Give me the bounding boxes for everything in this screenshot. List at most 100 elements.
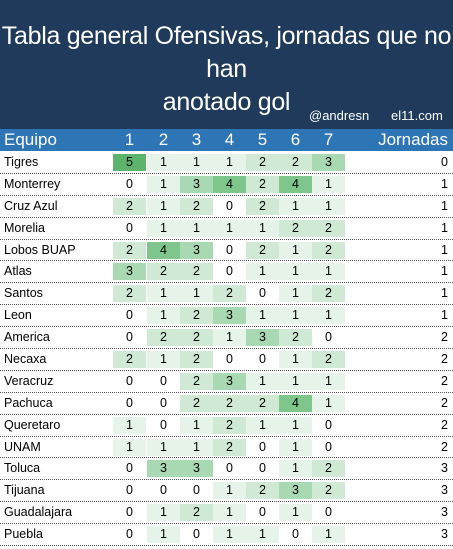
column-header-1: 1 — [124, 130, 135, 149]
goal-cell-matchday-3: 3 — [180, 175, 213, 193]
table-row: Lobos BUAP 2 4 3 0 2 1 2 1 — [0, 240, 453, 262]
jornadas-count: 2 — [441, 373, 448, 388]
table-row: Puebla 0 1 0 1 1 0 1 3 — [0, 524, 453, 547]
goal-cell-matchday-5: 1 — [246, 307, 279, 325]
goal-cell-matchday-4: 1 — [213, 329, 246, 347]
goal-cell-matchday-4: 0 — [213, 460, 246, 478]
standings-table-body: Tigres 5 1 1 1 2 2 3 0 Monterrey 0 1 3 4 2 4 1 1 Cruz Azul… — [0, 152, 453, 547]
column-header-4: 4 — [224, 130, 235, 149]
goal-cell-matchday-2: 1 — [147, 526, 180, 544]
team-name: Queretaro — [4, 417, 61, 432]
goal-cell-matchday-4: 0 — [213, 197, 246, 215]
goal-cell-matchday-7: 0 — [312, 416, 345, 434]
goal-cell-matchday-6: 1 — [279, 504, 312, 522]
goal-cell-matchday-6: 1 — [279, 197, 312, 215]
team-name: Toluca — [4, 461, 41, 476]
goal-cell-matchday-2: 1 — [147, 175, 180, 193]
team-name: Cruz Azul — [4, 198, 58, 213]
goal-cell-matchday-4: 3 — [213, 372, 246, 390]
table-row: Toluca 0 3 3 0 0 1 2 3 — [0, 458, 453, 481]
goal-cell-matchday-4: 0 — [213, 241, 246, 259]
goal-cell-matchday-3: 2 — [180, 372, 213, 390]
goal-cell-matchday-3: 0 — [180, 526, 213, 544]
goal-cell-matchday-5: 2 — [246, 482, 279, 500]
table-row: Guadalajara 0 1 2 1 0 1 0 3 — [0, 502, 453, 525]
goal-cell-matchday-5: 0 — [246, 351, 279, 369]
jornadas-count: 3 — [441, 527, 448, 542]
goal-cell-matchday-3: 2 — [180, 329, 213, 347]
goal-cell-matchday-2: 1 — [147, 504, 180, 522]
goal-cell-matchday-7: 2 — [312, 219, 345, 237]
goal-cell-matchday-3: 1 — [180, 154, 213, 171]
goal-cell-matchday-6: 1 — [279, 351, 312, 369]
goal-cell-matchday-3: 3 — [180, 241, 213, 259]
goal-cell-matchday-7: 2 — [312, 285, 345, 303]
goal-cell-matchday-1: 0 — [113, 482, 146, 500]
goal-cell-matchday-1: 0 — [113, 372, 146, 390]
goal-cell-matchday-5: 1 — [246, 219, 279, 237]
goal-cell-matchday-5: 2 — [246, 394, 279, 412]
jornadas-count: 1 — [441, 176, 448, 191]
goal-cell-matchday-4: 1 — [213, 154, 246, 171]
team-name: Tijuana — [4, 483, 45, 498]
goal-cell-matchday-2: 0 — [147, 482, 180, 500]
jornadas-count: 3 — [441, 505, 448, 520]
title-line-1: Tabla general Ofensivas, jornadas que no… — [1, 22, 452, 83]
team-name: Tigres — [4, 155, 39, 169]
goal-cell-matchday-4: 1 — [213, 219, 246, 237]
goal-cell-matchday-6: 3 — [279, 482, 312, 500]
team-name: Lobos BUAP — [4, 242, 76, 257]
goal-cell-matchday-1: 0 — [113, 526, 146, 544]
table-row: Necaxa 2 1 2 0 0 1 2 2 — [0, 349, 453, 371]
goal-cell-matchday-7: 2 — [312, 351, 345, 369]
goal-cell-matchday-2: 3 — [147, 460, 180, 478]
table-row: Monterrey 0 1 3 4 2 4 1 1 — [0, 174, 453, 196]
column-header-2: 2 — [158, 130, 169, 149]
goal-cell-matchday-7: 1 — [312, 197, 345, 215]
goal-cell-matchday-6: 0 — [279, 526, 312, 544]
jornadas-count: 1 — [441, 264, 448, 279]
jornadas-count: 2 — [441, 352, 448, 367]
goal-cell-matchday-1: 3 — [113, 263, 146, 281]
goal-cell-matchday-6: 1 — [279, 241, 312, 259]
goal-cell-matchday-3: 3 — [180, 460, 213, 478]
jornadas-count: 1 — [441, 242, 448, 257]
column-header-jornadas: Jornadas — [378, 130, 448, 149]
goal-cell-matchday-1: 5 — [113, 154, 146, 171]
team-name: Monterrey — [4, 176, 61, 191]
column-header-6: 6 — [290, 130, 301, 149]
goal-cell-matchday-1: 2 — [113, 285, 146, 303]
table-row: Pachuca 0 0 2 2 2 4 1 2 — [0, 393, 453, 415]
goal-cell-matchday-2: 2 — [147, 329, 180, 347]
goal-cell-matchday-2: 1 — [147, 438, 180, 456]
goal-cell-matchday-4: 0 — [213, 263, 246, 281]
goal-cell-matchday-6: 2 — [279, 154, 312, 171]
goal-cell-matchday-2: 1 — [147, 285, 180, 303]
goal-cell-matchday-3: 1 — [180, 416, 213, 434]
goal-cell-matchday-2: 2 — [147, 263, 180, 281]
goal-cell-matchday-5: 0 — [246, 460, 279, 478]
jornadas-count: 1 — [441, 198, 448, 213]
goal-cell-matchday-7: 1 — [312, 526, 345, 544]
author-handle: @andresn — [309, 108, 370, 123]
goal-cell-matchday-6: 1 — [279, 372, 312, 390]
goal-cell-matchday-2: 1 — [147, 219, 180, 237]
jornadas-count: 2 — [441, 330, 448, 345]
goal-cell-matchday-4: 2 — [213, 438, 246, 456]
goal-cell-matchday-6: 2 — [279, 329, 312, 347]
goal-cell-matchday-4: 0 — [213, 351, 246, 369]
goal-cell-matchday-3: 1 — [180, 219, 213, 237]
goal-cell-matchday-4: 2 — [213, 416, 246, 434]
goal-cell-matchday-6: 1 — [279, 307, 312, 325]
table-row: America 0 2 2 1 3 2 0 2 — [0, 327, 453, 350]
table-row: Leon 0 1 2 3 1 1 1 1 — [0, 305, 453, 328]
jornadas-count: 2 — [441, 439, 448, 454]
goal-cell-matchday-7: 0 — [312, 504, 345, 522]
jornadas-count: 2 — [441, 395, 448, 410]
goal-cell-matchday-6: 2 — [279, 219, 312, 237]
goal-cell-matchday-1: 0 — [113, 175, 146, 193]
goal-cell-matchday-7: 0 — [312, 438, 345, 456]
column-header-row: Equipo 1 2 3 4 5 6 7 Jornadas — [0, 129, 453, 151]
goal-cell-matchday-5: 1 — [246, 372, 279, 390]
jornadas-count: 1 — [441, 220, 448, 235]
